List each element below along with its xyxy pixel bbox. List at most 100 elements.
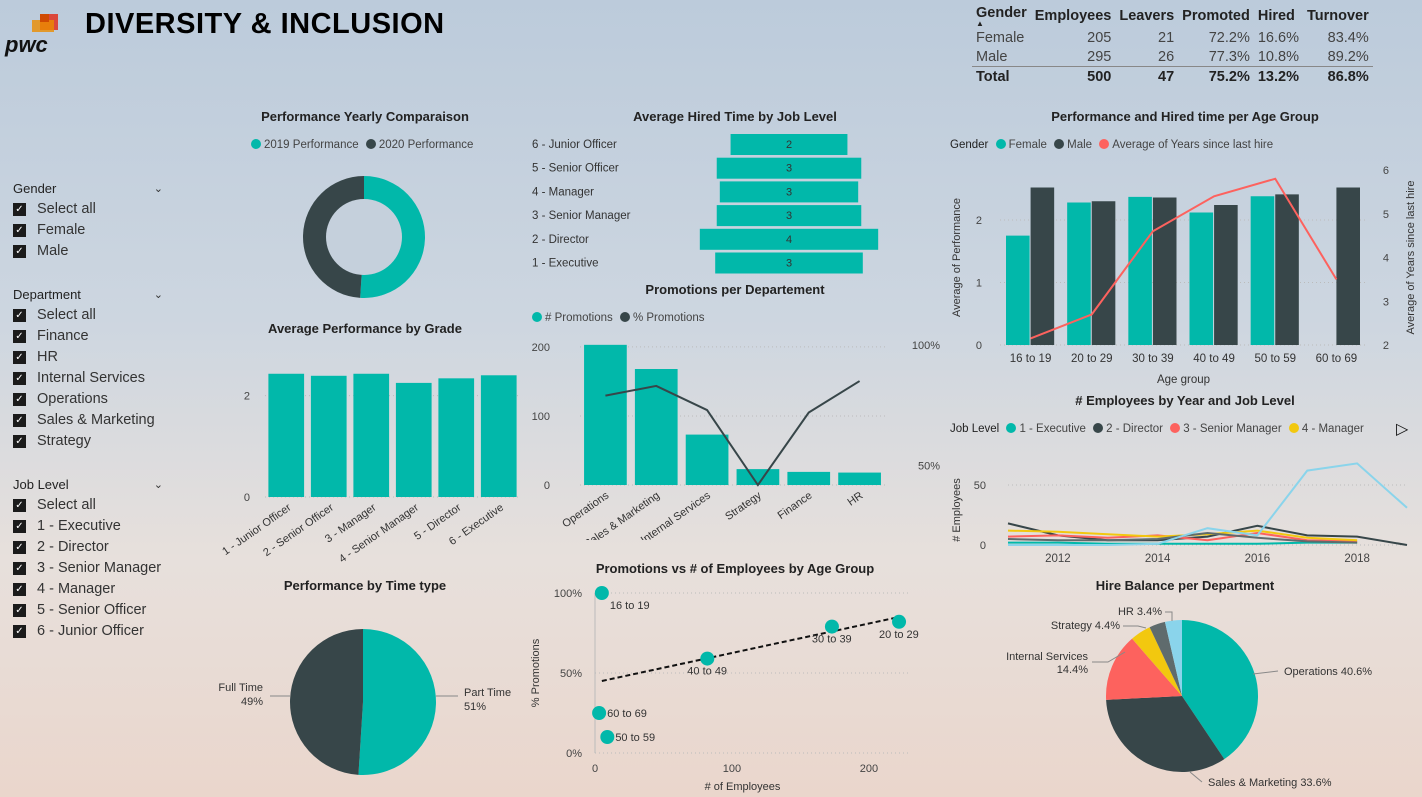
checkbox-icon[interactable]: ✓ [13, 562, 26, 575]
series-line [1008, 462, 1408, 546]
funnel-bar [715, 252, 863, 274]
pie-slice [1132, 627, 1182, 696]
department-slicer-item[interactable]: ✓ Internal Services [13, 368, 163, 389]
slicer-item-label: Operations [37, 391, 108, 407]
gender-slicer-item[interactable]: ✓ Select all [13, 199, 163, 220]
bar-female [1250, 196, 1275, 345]
gender-slicer-item[interactable]: ✓ Female [13, 220, 163, 241]
chevron-down-icon[interactable]: ⌄ [153, 289, 163, 301]
legend-next-icon[interactable]: ▷ [1396, 421, 1409, 438]
hired-time-title: Average Hired Time by Job Level [633, 109, 837, 124]
gender-slicer: Gender ⌄ ✓ Select all ✓ Female ✓ Male [13, 179, 163, 262]
col-employees[interactable]: Employees [1034, 8, 1112, 24]
y-tick-label: 200 [532, 342, 550, 354]
col-hired[interactable]: Hired [1257, 8, 1295, 24]
checkbox-icon[interactable]: ✓ [13, 414, 26, 427]
point-label: 30 to 39 [812, 634, 852, 646]
pie-slice [1164, 620, 1182, 696]
series-line [1007, 531, 1358, 543]
legend-marker [1054, 139, 1065, 149]
job-level-slicer-item[interactable]: ✓ 2 - Director [13, 537, 163, 558]
checkbox-icon[interactable]: ✓ [13, 393, 26, 406]
funnel-category-label: 6 - Junior Officer [532, 139, 617, 151]
funnel-bar [730, 134, 848, 155]
perf-grade-title: Average Performance by Grade [268, 321, 462, 336]
slicer-item-label: Finance [37, 328, 89, 344]
slicer-item-label: 6 - Junior Officer [37, 623, 144, 639]
pie-label: Internal Services [1006, 651, 1088, 663]
pie-slice [290, 629, 363, 775]
checkbox-icon[interactable]: ✓ [13, 604, 26, 617]
point-label: 16 to 19 [610, 600, 650, 612]
checkbox-icon[interactable]: ✓ [13, 224, 26, 237]
y-tick-label: 2 [976, 215, 982, 227]
bar-female [1067, 202, 1091, 345]
col-turnover[interactable]: Turnover [1306, 8, 1369, 24]
department-slicer-item[interactable]: ✓ Strategy [13, 431, 163, 452]
checkbox-icon[interactable]: ✓ [13, 203, 26, 216]
y-tick-label: 100% [554, 588, 582, 600]
bar [438, 378, 475, 497]
department-slicer-item[interactable]: ✓ Operations [13, 389, 163, 410]
checkbox-icon[interactable]: ✓ [13, 499, 26, 512]
slicer-item-label: 1 - Executive [37, 518, 121, 534]
pie-label: Operations 40.6% [1284, 666, 1372, 678]
perf-age-title: Performance and Hired time per Age Group [1051, 109, 1319, 124]
col-leavers[interactable]: Leavers [1119, 8, 1175, 24]
perf-yearly-legend: 2019 Performance 2020 Performance [251, 139, 473, 151]
checkbox-icon[interactable]: ✓ [13, 330, 26, 343]
job-level-slicer-item[interactable]: ✓ 1 - Executive [13, 516, 163, 537]
leader-line [1189, 771, 1203, 783]
checkbox-icon[interactable]: ✓ [13, 351, 26, 364]
x-tick-label: 30 to 39 [1132, 353, 1174, 365]
job-level-slicer-item[interactable]: ✓ 6 - Junior Officer [13, 621, 163, 642]
funnel-bar [719, 181, 859, 203]
funnel-value-label: 3 [786, 258, 792, 270]
department-slicer-item[interactable]: ✓ Finance [13, 326, 163, 347]
slicer-header[interactable]: Department ⌄ [13, 285, 163, 305]
col-gender[interactable]: Gender ▲ [976, 5, 1027, 28]
years-since-hire-line [1030, 177, 1338, 340]
scatter-point [600, 730, 615, 744]
x-tick-label: 2018 [1344, 553, 1370, 565]
checkbox-icon[interactable]: ✓ [13, 245, 26, 258]
checkbox-icon[interactable]: ✓ [13, 583, 26, 596]
department-slicer-item[interactable]: ✓ Select all [13, 305, 163, 326]
job-level-slicer-item[interactable]: ✓ Select all [13, 495, 163, 516]
checkbox-icon[interactable]: ✓ [13, 309, 26, 322]
bar [480, 375, 517, 497]
funnel-value-label: 3 [786, 210, 792, 222]
table-row: Female 205 21 72.2% 16.6% 83.4% [976, 29, 1369, 46]
legend-marker [995, 139, 1006, 149]
x-tick-label: 2 - Senior Officer [261, 501, 336, 559]
department-slicer-item[interactable]: ✓ HR [13, 347, 163, 368]
checkbox-icon[interactable]: ✓ [13, 372, 26, 385]
job-level-slicer-item[interactable]: ✓ 5 - Senior Officer [13, 600, 163, 621]
funnel-bar [716, 205, 862, 227]
x-tick-label: 20 to 29 [1071, 353, 1113, 365]
chevron-down-icon[interactable]: ⌄ [153, 479, 163, 491]
slicer-header[interactable]: Gender ⌄ [13, 179, 163, 199]
checkbox-icon[interactable]: ✓ [13, 435, 26, 448]
slicer-header[interactable]: Job Level ⌄ [13, 475, 163, 495]
point-label: 20 to 29 [879, 629, 919, 641]
job-level-slicer-item[interactable]: ✓ 3 - Senior Manager [13, 558, 163, 579]
chevron-down-icon[interactable]: ⌄ [153, 183, 163, 195]
perf-age-chart: 0 1 2 2 3 4 5 6 16 to 19 20 to 29 30 to 39 40 to 49… [951, 165, 1417, 386]
y-tick-label: 0 [544, 480, 550, 492]
job-level-slicer-item[interactable]: ✓ 4 - Manager [13, 579, 163, 600]
x-tick-label: 50 to 59 [1254, 353, 1296, 365]
perf-time-title: Performance by Time type [283, 578, 447, 593]
gender-slicer-item[interactable]: ✓ Male [13, 241, 163, 262]
checkbox-icon[interactable]: ✓ [13, 625, 26, 638]
pie-slice [1182, 620, 1258, 760]
x-tick-label: Finance [776, 490, 815, 522]
promo-pct-line [605, 380, 861, 487]
department-slicer-item[interactable]: ✓ Sales & Marketing [13, 410, 163, 431]
perf-age-legend: Gender Female Male Average of Years sinc… [950, 139, 1274, 151]
pie-label: Full Time [218, 682, 263, 694]
checkbox-icon[interactable]: ✓ [13, 541, 26, 554]
x-tick-label: HR [845, 490, 865, 509]
col-promoted[interactable]: Promoted [1182, 8, 1250, 24]
checkbox-icon[interactable]: ✓ [13, 520, 26, 533]
